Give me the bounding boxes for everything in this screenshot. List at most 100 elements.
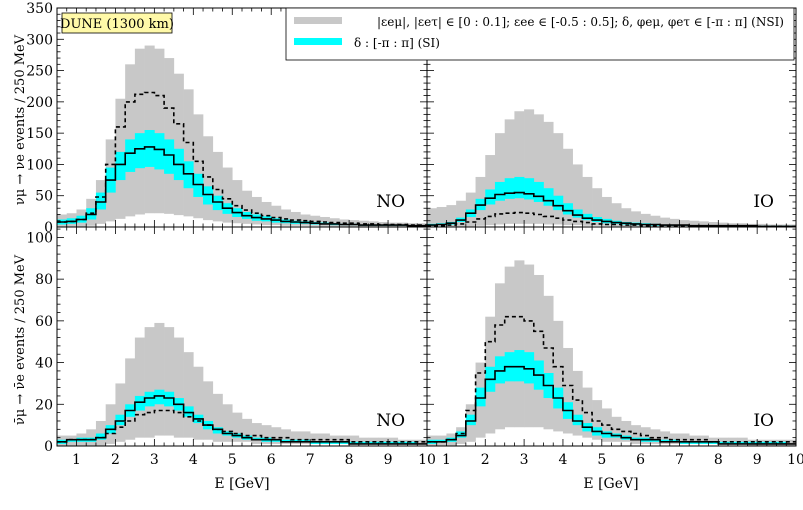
si-band-bar [95, 192, 106, 210]
nsi-band-bar [407, 439, 418, 444]
nsi-band-bar [640, 213, 651, 227]
si-band-bar [378, 441, 389, 444]
x-tick-label: 10 [787, 452, 803, 468]
nsi-band-bar [504, 119, 515, 224]
nsi-band-bar [494, 133, 505, 225]
ordering-label: NO [376, 192, 405, 212]
nsi-band-bar [592, 188, 603, 226]
x-tick-label: 2 [481, 452, 490, 468]
nsi-band-bar [154, 322, 165, 436]
nsi-band-bar [504, 266, 515, 428]
nsi-band-bar [164, 327, 175, 436]
si-band-bar [349, 441, 360, 444]
nsi-band-bar [388, 437, 399, 444]
si-band-bar [524, 352, 535, 384]
nsi-band-bar [212, 393, 223, 442]
nsi-band-bar [280, 429, 291, 444]
si-band-bar [368, 441, 379, 444]
nsi-band-bar [173, 73, 184, 216]
si-band-bar [203, 186, 214, 205]
nsi-best-fit-line [427, 315, 796, 443]
si-band-bar [456, 431, 467, 438]
ordering-label: IO [753, 192, 774, 212]
si-band-bar [650, 439, 661, 442]
si-band-bar [134, 395, 145, 411]
si-band-bar [737, 441, 748, 444]
nsi-band-bar [300, 431, 311, 444]
si-band-bar [115, 414, 126, 426]
plot-area [57, 322, 427, 446]
si-band-bar [251, 437, 262, 440]
nsi-band-bar [271, 427, 282, 444]
si-band-bar [144, 391, 155, 407]
nsi-band-bar [757, 223, 768, 227]
si-band-bar [757, 441, 768, 444]
x-tick-label: 9 [384, 452, 393, 468]
si-band-bar [504, 178, 515, 199]
si-band-bar [514, 350, 525, 382]
si-band-bar [436, 439, 447, 442]
nsi-band-bar [533, 274, 544, 428]
y-tick-label: 350 [26, 1, 53, 17]
nsi-band-bar [349, 435, 360, 444]
si-band-bar [144, 130, 155, 167]
nsi-band-bar [669, 218, 680, 227]
nsi-band-bar [183, 352, 194, 438]
si-band-bar [660, 439, 671, 442]
nsi-band-bar [698, 221, 709, 227]
si-band-bar [397, 441, 408, 444]
nsi-band-bar [251, 423, 262, 444]
nsi-band-bar [232, 180, 243, 224]
si-band-bar [582, 213, 593, 221]
x-axis-label-right: E [GeV] [583, 476, 638, 492]
x-tick-label: 3 [150, 452, 159, 468]
y-tick-label: 40 [35, 356, 53, 372]
x-tick-label: 8 [714, 452, 723, 468]
nsi-band-bar [378, 437, 389, 444]
si-band-bar [543, 188, 554, 206]
nsi-band-bar [524, 109, 535, 224]
nsi-band-bar [698, 435, 709, 444]
nsi-band-bar [134, 48, 145, 215]
nsi-band-bar [533, 114, 544, 224]
nsi-band-bar [514, 260, 525, 428]
si-band-bar [494, 181, 505, 201]
nsi-band-bar [290, 211, 301, 226]
nsi-band-bar [173, 337, 184, 438]
nsi-band-bar [427, 208, 438, 227]
nsi-band-bar [456, 200, 467, 227]
ordering-label: IO [753, 411, 774, 431]
si-band-bar [183, 161, 194, 189]
nsi-band-bar [417, 223, 427, 227]
si-band-bar [280, 439, 291, 442]
nsi-band-bar [203, 381, 214, 440]
nsi-band-bar [592, 400, 603, 440]
nsi-band-bar [222, 167, 233, 223]
si-band-bar [485, 189, 496, 205]
x-axis-label-left: E [GeV] [214, 476, 269, 492]
x-tick-label: 7 [306, 452, 315, 468]
y-tick-label: 60 [35, 314, 53, 330]
nsi-band-bar [621, 420, 632, 442]
si-band-bar [115, 151, 126, 181]
nsi-band-bar [689, 435, 700, 444]
nsi-band-bar [339, 435, 350, 444]
si-band-bar [708, 441, 719, 444]
si-band-bar [533, 181, 544, 202]
si-band-bar [572, 209, 583, 218]
x-tick-label: 6 [267, 452, 276, 468]
nsi-best-fit-line [57, 91, 427, 226]
nsi-band-bar [572, 164, 583, 226]
si-band-bar [154, 133, 165, 170]
nsi-band-bar [582, 176, 593, 226]
y-tick-label: 200 [26, 95, 53, 111]
si-band-bar [572, 414, 583, 426]
si-band-bar [630, 437, 641, 440]
si-band-bar [154, 389, 165, 405]
nsi-band-bar [562, 347, 573, 434]
si-band-bar [66, 439, 77, 442]
si-band-bar [388, 441, 399, 444]
